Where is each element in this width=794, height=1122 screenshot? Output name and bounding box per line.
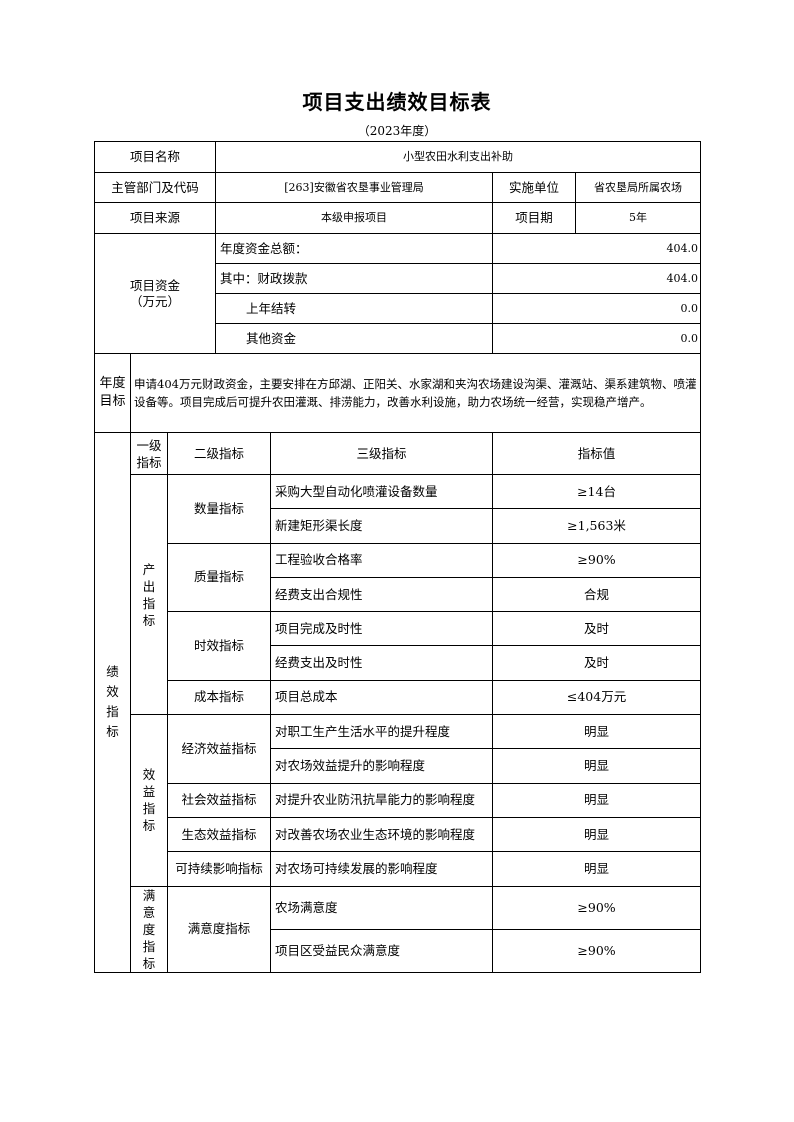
level3-indicator: 农场满意度: [270, 885, 494, 930]
row-dept: 主管部门及代码 [263]安徽省农垦事业管理局 实施单位 省农垦局所属农场: [93, 172, 702, 203]
row-annual-goal: 年度目标 申请404万元财政资金，主要安排在方邱湖、正阳关、水家湖和夹沟农场建设…: [94, 353, 702, 433]
funds-row-label: 其中：财政拨款: [215, 263, 494, 294]
level2-indicator: 质量指标: [166, 542, 272, 613]
source-label: 项目来源: [93, 202, 217, 234]
level3-indicator: 对农场可持续发展的影响程度: [270, 851, 494, 887]
source-value: 本级申报项目: [215, 202, 494, 234]
funds-row-value: 404.0: [492, 263, 702, 294]
funds-row-label: 其他资金: [215, 323, 494, 354]
level1-indicator: 满意度指标: [130, 885, 168, 973]
level1-indicator: 效益指标: [130, 714, 168, 887]
indicator-value: 明显: [492, 782, 702, 818]
header-value: 指标值: [492, 432, 702, 475]
project-name-label: 项目名称: [93, 141, 217, 173]
indicator-value: 合规: [492, 576, 702, 613]
level3-indicator: 经费支出合规性: [270, 576, 494, 613]
level3-indicator: 工程验收合格率: [270, 542, 494, 578]
funds-row-label: 上年结转: [215, 293, 494, 324]
performance-label: 绩效指标: [94, 432, 131, 973]
row-source: 项目来源 本级申报项目 项目期 5年: [93, 202, 702, 234]
annual-goal-label: 年度目标: [94, 353, 131, 433]
page-title: 项目支出绩效目标表: [302, 90, 492, 114]
level3-indicator: 对职工生产生活水平的提升程度: [270, 714, 494, 750]
indicator-value: 明显: [492, 748, 702, 784]
level2-indicator: 成本指标: [166, 679, 272, 716]
row-funds-total: 项目资金 （万元） 年度资金总额： 404.0: [93, 233, 702, 354]
indicator-value: ≥90%: [492, 928, 702, 973]
indicator-row: 产出指标 数量指标 采购大型自动化喷灌设备数量 ≥14台: [95, 473, 702, 716]
indicator-row: 经费支出及时性 及时: [95, 645, 702, 681]
indicator-value: 明显: [492, 816, 702, 853]
annual-goal-text: 申请404万元财政资金，主要安排在方邱湖、正阳关、水家湖和夹沟农场建设沟渠、灌溉…: [129, 353, 702, 433]
header-level3: 三级指标: [270, 432, 494, 475]
header-level1: 一级指标: [130, 432, 168, 475]
funds-label: 项目资金 （万元）: [93, 233, 217, 354]
level3-indicator: 项目总成本: [270, 679, 494, 716]
indicator-value: 明显: [492, 714, 702, 750]
level3-indicator: 采购大型自动化喷灌设备数量: [270, 473, 494, 510]
level2-indicator: 数量指标: [166, 474, 272, 544]
indicator-row: 新建矩形渠长度 ≥1,563米: [95, 508, 702, 544]
indicator-row: 满意度指标 满意度指标 农场满意度 ≥90%: [95, 885, 702, 973]
level2-indicator: 生态效益指标: [166, 816, 272, 853]
indicator-value: ≤404万元: [492, 679, 702, 716]
funds-row-value: 404.0: [492, 233, 702, 264]
level3-indicator: 项目区受益民众满意度: [270, 928, 494, 973]
level3-indicator: 新建矩形渠长度: [270, 508, 494, 544]
header-level2: 二级指标: [166, 432, 272, 475]
performance-target-table: 项目名称 小型农田水利支出补助 主管部门及代码 [263]安徽省农垦事业管理局 …: [93, 141, 702, 973]
funds-row-value: 0.0: [492, 293, 702, 324]
indicator-value: 明显: [492, 851, 702, 887]
row-project-name: 项目名称 小型农田水利支出补助: [93, 141, 702, 173]
indicator-value: ≥90%: [492, 542, 702, 578]
level2-indicator: 社会效益指标: [166, 782, 272, 818]
indicator-row: 社会效益指标 对提升农业防汛抗旱能力的影响程度 明显: [95, 782, 702, 818]
level2-indicator: 经济效益指标: [166, 714, 272, 784]
dept-label: 主管部门及代码: [93, 172, 217, 203]
indicator-row: 可持续影响指标 对农场可持续发展的影响程度 明显: [95, 851, 702, 887]
level2-indicator: 可持续影响指标: [166, 851, 272, 887]
indicator-row: 效益指标 经济效益指标 对职工生产生活水平的提升程度 明显: [95, 714, 702, 887]
impl-value: 省农垦局所属农场: [575, 172, 702, 203]
level2-indicator: 时效指标: [166, 611, 272, 681]
indicator-row: 时效指标 项目完成及时性 及时: [95, 611, 702, 681]
funds-row-label: 年度资金总额：: [215, 233, 494, 264]
level3-indicator: 对农场效益提升的影响程度: [270, 748, 494, 784]
row-funds-fiscal: 其中：财政拨款 404.0: [95, 263, 702, 294]
indicator-row: 质量指标 工程验收合格率 ≥90%: [95, 542, 702, 613]
indicator-row: 项目区受益民众满意度 ≥90%: [95, 928, 702, 973]
level3-indicator: 对提升农业防汛抗旱能力的影响程度: [270, 782, 494, 818]
indicator-row: 经费支出合规性 合规: [95, 576, 702, 613]
page-subtitle: （2023年度）: [357, 124, 437, 138]
period-value: 5年: [575, 202, 702, 234]
indicator-value: ≥1,563米: [492, 508, 702, 544]
indicator-row: 生态效益指标 对改善农场农业生态环境的影响程度 明显: [95, 816, 702, 853]
project-name-value: 小型农田水利支出补助: [215, 141, 702, 173]
level3-indicator: 项目完成及时性: [270, 611, 494, 647]
level3-indicator: 经费支出及时性: [270, 645, 494, 681]
row-funds-other: 其他资金 0.0: [95, 323, 702, 354]
level3-indicator: 对改善农场农业生态环境的影响程度: [270, 816, 494, 853]
indicator-row: 成本指标 项目总成本 ≤404万元: [95, 679, 702, 716]
dept-value: [263]安徽省农垦事业管理局: [215, 172, 494, 203]
indicator-value: ≥14台: [492, 473, 702, 510]
indicator-row: 对农场效益提升的影响程度 明显: [95, 748, 702, 784]
indicator-value: 及时: [492, 645, 702, 681]
indicator-value: ≥90%: [492, 885, 702, 930]
level2-indicator: 满意度指标: [166, 885, 272, 973]
indicator-value: 及时: [492, 611, 702, 647]
row-funds-carryover: 上年结转 0.0: [95, 293, 702, 324]
funds-row-value: 0.0: [492, 323, 702, 354]
level1-indicator: 产出指标: [130, 473, 168, 716]
period-label: 项目期: [492, 202, 577, 234]
impl-label: 实施单位: [492, 172, 577, 203]
row-indicator-header: 绩效指标 一级指标 二级指标 三级指标 指标值: [94, 432, 702, 973]
